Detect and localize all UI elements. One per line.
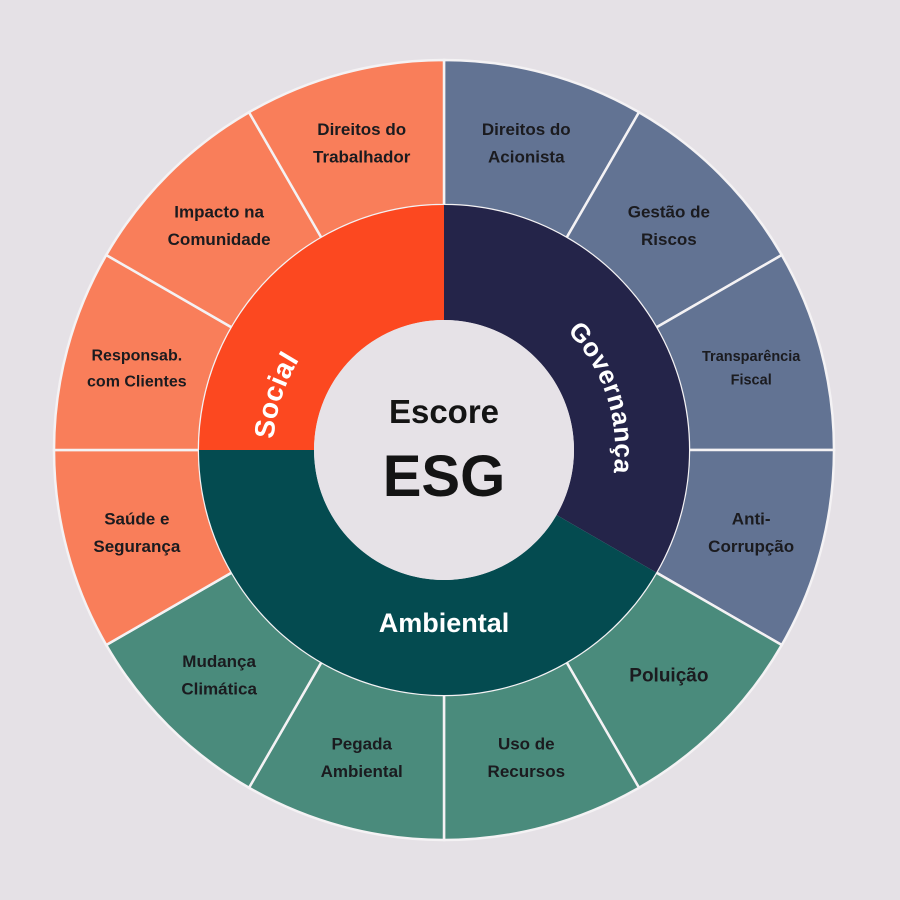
pillar-ring xyxy=(199,205,689,695)
segment-label-anti-corrupcao: Anti- Corrupção xyxy=(708,510,794,557)
segment-label-mudanca-climatica: Mudança Climática xyxy=(181,652,257,699)
segment-label-line: Transparência xyxy=(702,349,801,365)
segment-label-transparencia-fiscal: Transparência Fiscal xyxy=(702,349,801,388)
segment-label-line: Climática xyxy=(181,680,257,699)
segment-label-line: Recursos xyxy=(488,762,565,781)
segment-label-line: Poluição xyxy=(629,666,708,687)
segment-label-saude-e-seguranca: Saúde e Segurança xyxy=(93,510,180,557)
center-title-big: ESG xyxy=(383,444,506,509)
segment-label-uso-de-recursos: Uso de Recursos xyxy=(488,735,565,782)
segment-label-line: Pegada xyxy=(331,735,392,754)
segment-label-line: Mudança xyxy=(182,652,256,671)
segment-label-line: Segurança xyxy=(93,537,180,556)
segment-label-line: com Clientes xyxy=(87,373,187,390)
center-hub: Escore ESG xyxy=(314,320,574,580)
center-title-small: Escore xyxy=(389,393,499,430)
segment-label-responsab-com-clientes: Responsab. com Clientes xyxy=(87,347,187,390)
segment-label-line: Riscos xyxy=(641,230,697,249)
pillar-label-ambiental: Ambiental xyxy=(379,608,510,638)
pillar-band-governanca xyxy=(444,205,689,573)
segment-label-line: Ambiental xyxy=(321,762,403,781)
segment-label-impacto-na-comunidade: Impacto na Comunidade xyxy=(168,202,271,249)
segment-label-line: Trabalhador xyxy=(313,148,411,167)
segment-label-line: Saúde e xyxy=(104,510,169,529)
segment-label-line: Corrupção xyxy=(708,537,794,556)
segment-label-poluicao: Poluição xyxy=(629,666,708,687)
segment-label-line: Impacto na xyxy=(174,202,264,221)
segment-label-line: Acionista xyxy=(488,148,565,167)
segment-label-direitos-do-trabalhador: Direitos do Trabalhador xyxy=(313,120,411,167)
segment-label-gestao-de-riscos: Gestão de Riscos xyxy=(628,202,710,249)
segment-label-line: Gestão de xyxy=(628,202,710,221)
center-circle xyxy=(314,320,574,580)
segment-label-line: Direitos do xyxy=(482,120,571,139)
pillar-band-social xyxy=(199,205,444,450)
segment-label-direitos-do-acionista: Direitos do Acionista xyxy=(482,120,571,167)
pillar-band-ambiental xyxy=(199,450,657,695)
segment-label-line: Uso de xyxy=(498,735,555,754)
segment-label-line: Direitos do xyxy=(317,120,406,139)
segment-label-line: Comunidade xyxy=(168,230,271,249)
segment-label-line: Fiscal xyxy=(731,373,772,389)
segment-label-pegada-ambiental: Pegada Ambiental xyxy=(321,735,403,782)
segment-label-line: Responsab. xyxy=(91,347,182,364)
segment-label-line: Anti- xyxy=(732,510,771,529)
